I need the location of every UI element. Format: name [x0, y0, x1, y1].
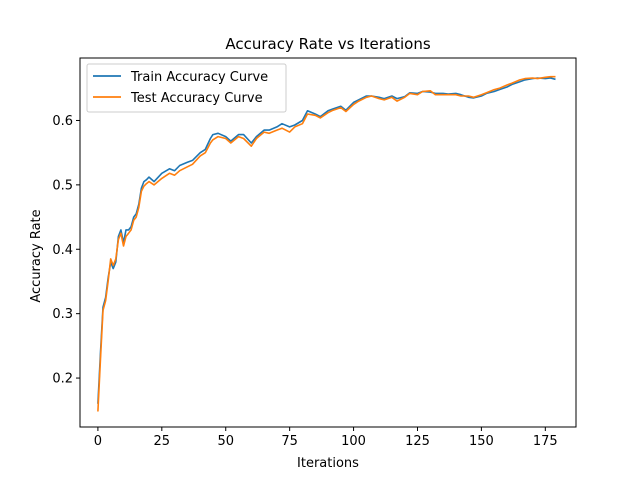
x-tick-label: 150 [469, 434, 494, 449]
chart-title: Accuracy Rate vs Iterations [225, 35, 430, 53]
y-tick-label: 0.4 [52, 243, 73, 258]
series-line-0 [97, 77, 556, 404]
x-tick-label: 50 [217, 434, 234, 449]
y-tick-label: 0.3 [52, 307, 73, 322]
series-line-1 [97, 75, 556, 412]
plot-area: 0 25 50 75 100 125 150 175 0.2 0.3 0.4 0.5 0.6 [52, 57, 577, 449]
legend-label-0: Train Accuracy Curve [130, 70, 268, 85]
x-tick-label: 175 [533, 434, 558, 449]
legend-label-1: Test Accuracy Curve [130, 91, 263, 106]
x-tick-label: 25 [154, 434, 171, 449]
x-tick-label: 0 [94, 434, 102, 449]
y-tick-label: 0.5 [52, 178, 73, 193]
x-tick-label: 75 [281, 434, 298, 449]
y-tick-label: 0.2 [52, 372, 73, 387]
y-axis-title: Accuracy Rate [29, 209, 44, 302]
y-tick-label: 0.6 [52, 114, 73, 129]
x-tick-label: 100 [341, 434, 366, 449]
axes-frame [79, 57, 577, 428]
x-tick-label: 125 [405, 434, 430, 449]
legend-box [86, 63, 287, 113]
x-axis-title: Iterations [297, 456, 359, 471]
legend: Train Accuracy Curve Test Accuracy Curve [86, 63, 287, 113]
